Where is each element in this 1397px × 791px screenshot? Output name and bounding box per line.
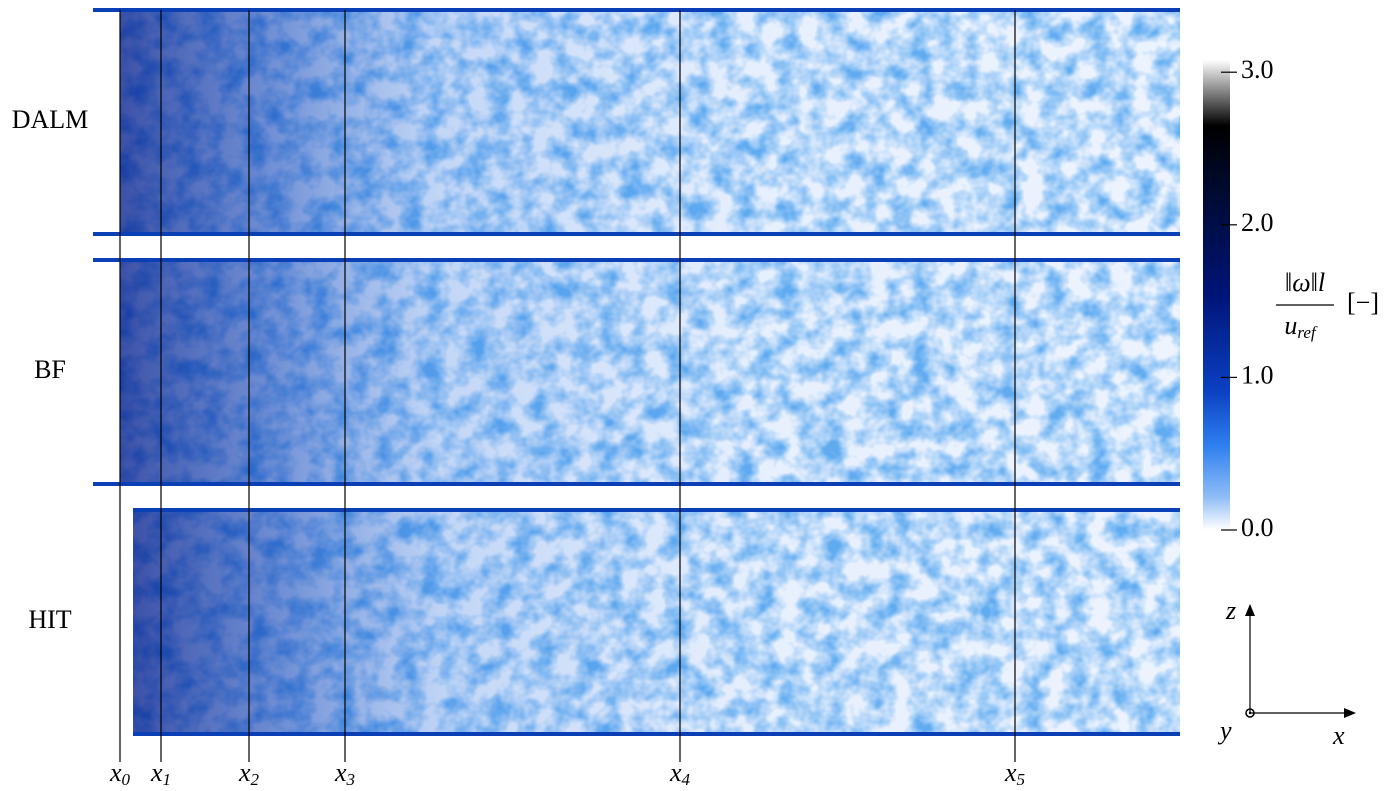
axis-z: z [1225, 596, 1236, 625]
axis-x: x [1332, 721, 1345, 750]
station-sub: 0 [122, 770, 131, 789]
axis-y: y [1217, 716, 1232, 745]
station-sub: 3 [346, 770, 356, 789]
colorbar-label: ‖ω‖l uref [−] [1276, 268, 1379, 342]
cbar-tick-label: 2.0 [1241, 208, 1274, 237]
station-sub: 1 [163, 770, 172, 789]
cbar-tick-label: 1.0 [1241, 360, 1274, 389]
denominator-sub: ref [1297, 323, 1318, 342]
station-label: x0 [109, 758, 131, 789]
station-label: x5 [1004, 758, 1025, 789]
panel-label: HIT [28, 605, 71, 634]
station-base: x [1004, 758, 1017, 787]
field-hit [133, 508, 1180, 736]
station-base: x [669, 758, 682, 787]
stations: x0 x1 x2 x3 x4 x5 [109, 10, 1025, 789]
station-label: x1 [150, 758, 171, 789]
cbar-tick-label: 0.0 [1241, 513, 1274, 542]
station-base: x [334, 758, 347, 787]
colorbar [1203, 60, 1230, 530]
colorbar-ticks: 0.0 1.0 2.0 3.0 [1221, 55, 1274, 542]
fields [93, 8, 1180, 736]
cbar-denominator: uref [1284, 311, 1318, 342]
station-sub: 5 [1017, 770, 1026, 789]
station-base: x [150, 758, 163, 787]
station-sub: 4 [682, 770, 691, 789]
cbar-tick-label: 3.0 [1241, 55, 1274, 84]
station-base: x [238, 758, 251, 787]
station-label: x2 [238, 758, 260, 789]
panel-label: BF [34, 355, 66, 384]
cbar-numerator: ‖ω‖l [1285, 268, 1325, 297]
station-label: x4 [669, 758, 691, 789]
axes-glyph: z y x [1217, 596, 1356, 750]
station-label: x3 [334, 758, 355, 789]
panel-label: DALM [12, 105, 89, 134]
field-bf [93, 258, 1180, 486]
cbar-unit: [−] [1347, 288, 1379, 317]
denominator: u [1284, 311, 1297, 340]
station-sub: 2 [251, 770, 260, 789]
station-base: x [109, 758, 122, 787]
field-dalm [93, 8, 1180, 236]
